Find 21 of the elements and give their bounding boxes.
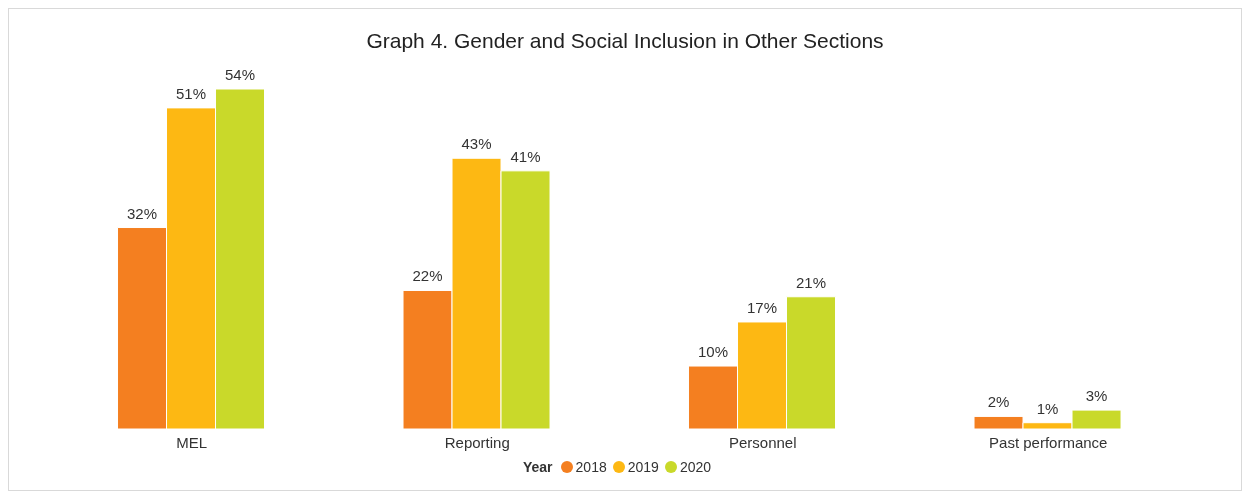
- data-label: 10%: [698, 343, 729, 361]
- data-label: 41%: [510, 147, 541, 165]
- data-label: 2%: [987, 393, 1010, 411]
- data-label: 51%: [176, 84, 207, 102]
- legend-label: 2018: [574, 459, 607, 475]
- data-label: 3%: [1085, 387, 1108, 405]
- data-label: 1%: [1036, 399, 1059, 417]
- data-label: 21%: [796, 273, 827, 291]
- legend-title: Year: [522, 459, 553, 475]
- chart-title: Graph 4. Gender and Social Inclusion in Other Sections: [365, 29, 885, 54]
- x-tick-label: Reporting: [444, 433, 510, 451]
- x-tick-label: Personnel: [728, 433, 797, 451]
- x-tick-label: MEL: [176, 433, 208, 451]
- legend-label: 2019: [626, 459, 659, 475]
- data-label: 54%: [225, 66, 256, 83]
- x-tick-label: Past performance: [989, 433, 1108, 451]
- data-label: 22%: [412, 267, 443, 285]
- data-label: 17%: [747, 298, 778, 316]
- data-label: 43%: [461, 135, 492, 153]
- legend-label: 2020: [678, 459, 712, 475]
- data-label: 32%: [127, 204, 158, 222]
